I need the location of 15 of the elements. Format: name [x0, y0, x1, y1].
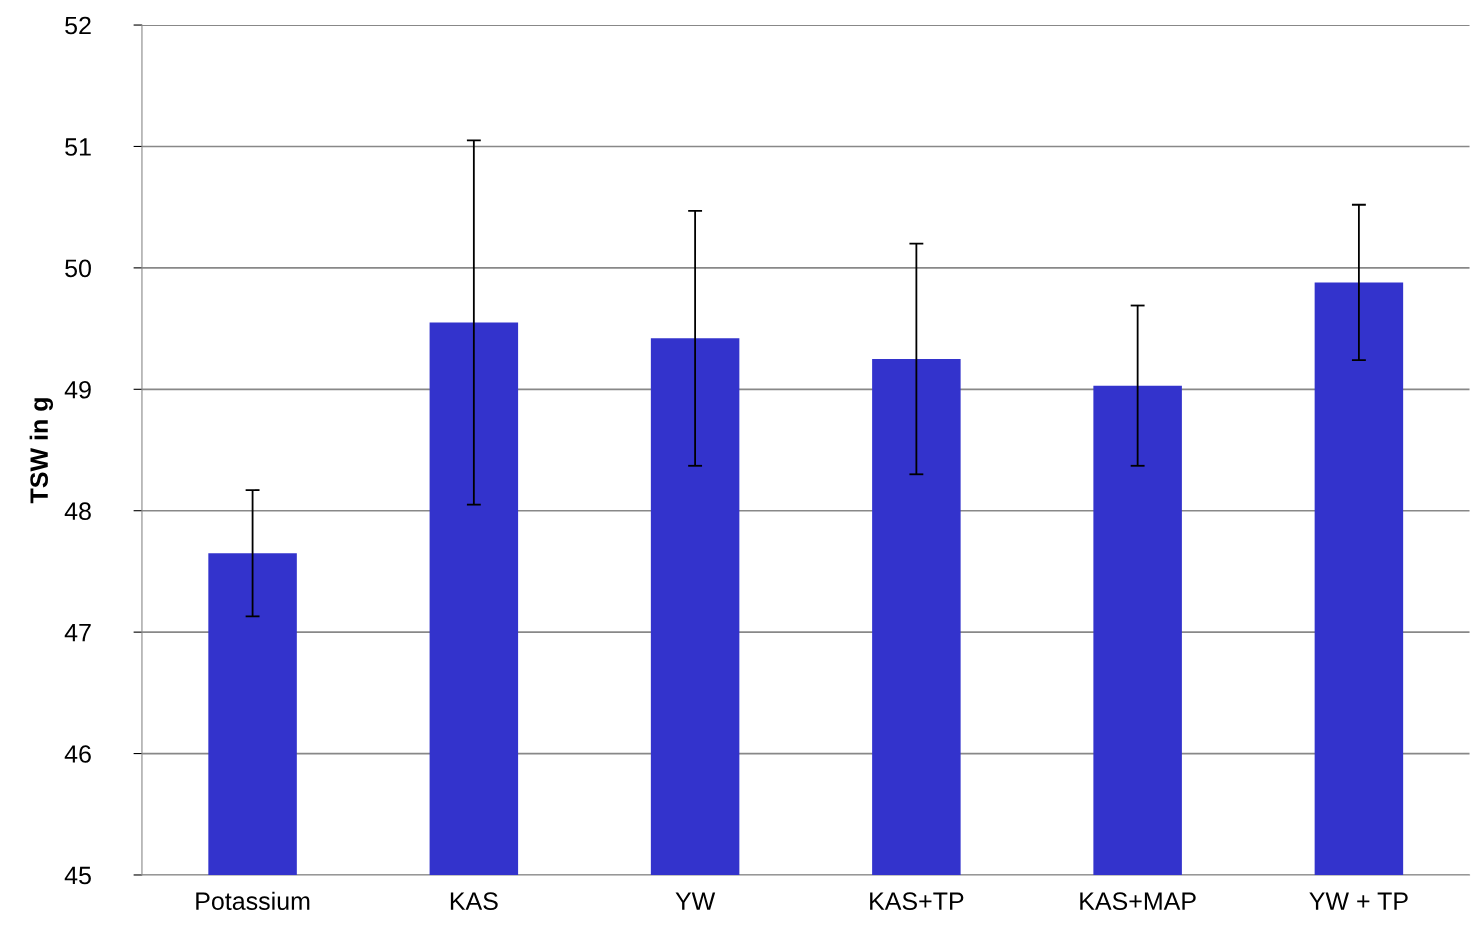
- y-axis-title: TSW in g: [29, 398, 54, 504]
- x-tick-label: YW: [675, 892, 716, 910]
- y-tick-label: 48: [64, 502, 91, 521]
- y-tick-label: 51: [65, 138, 91, 156]
- x-tick-label: KAS+MAP: [1080, 892, 1196, 910]
- y-tick-label: 46: [64, 745, 91, 763]
- y-tick-label: 49: [64, 380, 91, 399]
- x-tick-label: KAS+TP: [870, 892, 964, 910]
- y-tick-label: 47: [64, 623, 91, 642]
- x-tick-label: YW + TP: [1309, 892, 1408, 910]
- x-tick-label: KAS: [450, 892, 498, 910]
- y-tick-label: 52: [65, 16, 91, 35]
- y-tick-label: 45: [64, 866, 91, 885]
- x-tick-label: Potassium: [196, 891, 310, 910]
- y-tick-label: 50: [65, 259, 91, 278]
